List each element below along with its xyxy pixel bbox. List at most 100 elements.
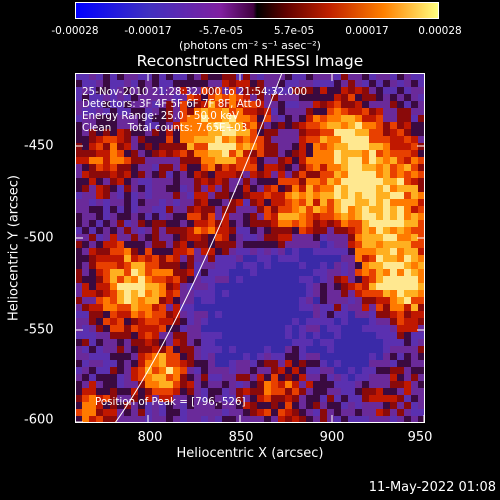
image-pixel	[159, 402, 166, 409]
image-pixel	[222, 255, 229, 262]
image-pixel	[327, 192, 334, 199]
image-pixel	[397, 213, 404, 220]
image-pixel	[194, 262, 201, 269]
image-pixel	[271, 206, 278, 213]
image-pixel	[355, 360, 362, 367]
image-pixel	[306, 192, 313, 199]
image-pixel	[299, 297, 306, 304]
image-pixel	[159, 234, 166, 241]
image-pixel	[397, 143, 404, 150]
image-pixel	[334, 339, 341, 346]
image-pixel	[124, 143, 131, 150]
image-pixel	[397, 395, 404, 402]
image-pixel	[355, 346, 362, 353]
image-pixel	[82, 360, 89, 367]
image-pixel	[117, 192, 124, 199]
image-pixel	[124, 199, 131, 206]
image-pixel	[117, 234, 124, 241]
image-pixel	[285, 353, 292, 360]
image-pixel	[369, 409, 376, 416]
image-pixel	[124, 94, 131, 101]
image-pixel	[222, 318, 229, 325]
image-pixel	[278, 416, 285, 423]
image-pixel	[96, 395, 103, 402]
image-pixel	[369, 101, 376, 108]
image-pixel	[208, 108, 215, 115]
image-pixel	[201, 353, 208, 360]
image-pixel	[376, 241, 383, 248]
image-pixel	[411, 108, 418, 115]
image-pixel	[376, 325, 383, 332]
image-pixel	[383, 262, 390, 269]
image-pixel	[404, 87, 411, 94]
image-pixel	[278, 248, 285, 255]
image-pixel	[236, 206, 243, 213]
annotation-method: Clean Total counts: 7.65E+03	[82, 122, 248, 134]
image-pixel	[418, 409, 425, 416]
image-pixel	[250, 311, 257, 318]
image-pixel	[236, 150, 243, 157]
image-pixel	[369, 276, 376, 283]
image-pixel	[264, 73, 271, 80]
image-pixel	[96, 108, 103, 115]
image-pixel	[215, 325, 222, 332]
image-pixel	[117, 73, 124, 80]
image-pixel	[215, 164, 222, 171]
image-pixel	[194, 185, 201, 192]
image-pixel	[194, 297, 201, 304]
image-pixel	[292, 388, 299, 395]
image-pixel	[236, 360, 243, 367]
image-pixel	[215, 206, 222, 213]
image-pixel	[390, 157, 397, 164]
image-pixel	[320, 325, 327, 332]
image-pixel	[320, 178, 327, 185]
image-pixel	[166, 73, 173, 80]
image-pixel	[369, 353, 376, 360]
image-pixel	[201, 416, 208, 423]
image-pixel	[313, 416, 320, 423]
image-pixel	[285, 185, 292, 192]
image-pixel	[103, 360, 110, 367]
image-pixel	[103, 339, 110, 346]
image-pixel	[173, 367, 180, 374]
image-pixel	[390, 416, 397, 423]
image-pixel	[215, 353, 222, 360]
image-pixel	[348, 206, 355, 213]
image-pixel	[173, 395, 180, 402]
image-pixel	[327, 227, 334, 234]
image-pixel	[383, 346, 390, 353]
image-pixel	[257, 241, 264, 248]
image-pixel	[159, 353, 166, 360]
image-pixel	[201, 234, 208, 241]
image-pixel	[103, 255, 110, 262]
image-pixel	[96, 192, 103, 199]
image-pixel	[320, 388, 327, 395]
image-pixel	[397, 353, 404, 360]
image-pixel	[250, 381, 257, 388]
image-pixel	[236, 304, 243, 311]
image-pixel	[180, 332, 187, 339]
image-pixel	[292, 332, 299, 339]
image-pixel	[229, 395, 236, 402]
image-pixel	[159, 192, 166, 199]
image-pixel	[376, 143, 383, 150]
image-pixel	[194, 94, 201, 101]
image-pixel	[278, 367, 285, 374]
image-pixel	[285, 87, 292, 94]
image-pixel	[271, 276, 278, 283]
image-pixel	[390, 318, 397, 325]
image-pixel	[75, 192, 82, 199]
image-pixel	[131, 332, 138, 339]
image-pixel	[89, 248, 96, 255]
image-pixel	[292, 241, 299, 248]
image-pixel	[222, 129, 229, 136]
image-pixel	[397, 108, 404, 115]
image-pixel	[117, 276, 124, 283]
image-pixel	[348, 346, 355, 353]
image-pixel	[215, 143, 222, 150]
image-pixel	[229, 241, 236, 248]
image-pixel	[285, 213, 292, 220]
image-pixel	[96, 150, 103, 157]
image-pixel	[187, 297, 194, 304]
image-pixel	[138, 150, 145, 157]
